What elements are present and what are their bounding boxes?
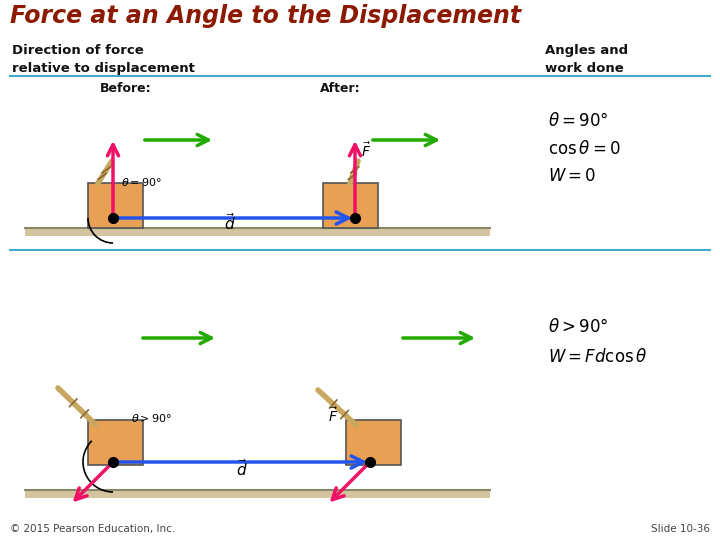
Text: © 2015 Pearson Education, Inc.: © 2015 Pearson Education, Inc. [10,524,175,534]
Text: Slide 10-36: Slide 10-36 [651,524,710,534]
Text: Before:: Before: [100,82,152,95]
Text: Force at an Angle to the Displacement: Force at an Angle to the Displacement [10,4,521,28]
Text: After:: After: [320,82,361,95]
Text: $\cos\theta = 0$: $\cos\theta = 0$ [548,140,621,158]
Text: $\theta > 90°$: $\theta > 90°$ [548,318,608,336]
Text: $W = 0$: $W = 0$ [548,168,596,185]
Text: Angles and
work done: Angles and work done [545,44,628,75]
Text: $\vec{F}$: $\vec{F}$ [361,141,372,160]
Text: $\theta = 90°$: $\theta = 90°$ [121,176,162,188]
Text: $\vec{d}$: $\vec{d}$ [236,458,248,479]
Text: $\vec{d}$: $\vec{d}$ [224,212,236,233]
Text: $\vec{F}$: $\vec{F}$ [328,407,338,425]
Text: $\theta = 90°$: $\theta = 90°$ [548,112,608,130]
Text: $W = Fd\cos\theta$: $W = Fd\cos\theta$ [548,348,647,366]
Bar [323,183,378,228]
Bar [346,420,401,465]
Bar [88,183,143,228]
Bar [88,420,143,465]
Text: $\theta > 90°$: $\theta > 90°$ [131,412,172,424]
Text: Direction of force
relative to displacement: Direction of force relative to displacem… [12,44,195,75]
